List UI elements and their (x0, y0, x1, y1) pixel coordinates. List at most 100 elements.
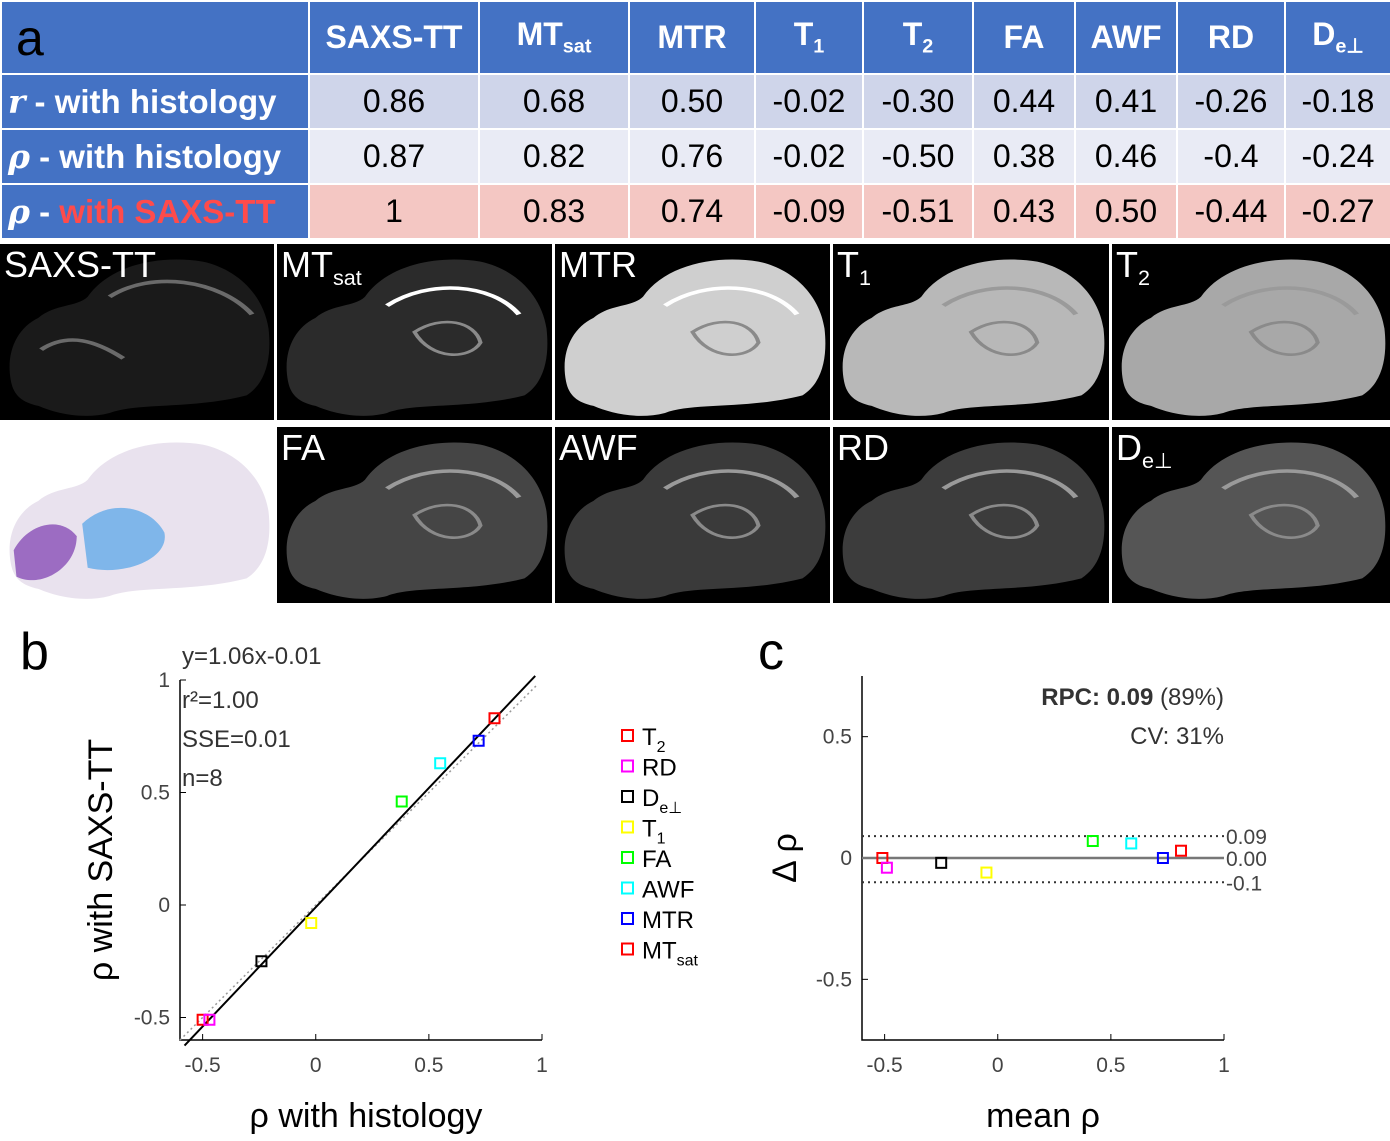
data-point (472, 734, 485, 747)
panel-c-bland-altman-plot: -0.5 0 0.5 1 -0.5 0 0.5 0.090.00-0.1 RPC: 0.09 (… (766, 676, 1267, 1135)
y-tick-label: 0.5 (823, 726, 852, 749)
panel-b-letter: b (20, 623, 49, 681)
column-header: AWF (1074, 0, 1178, 75)
legend-label: MTsat (642, 938, 699, 970)
x-tick-label: 0.5 (414, 1054, 443, 1077)
table-cell: -0.30 (862, 73, 974, 130)
legend-label: MTR (642, 907, 694, 934)
column-header: T2 (862, 0, 974, 75)
data-point (880, 861, 893, 874)
table-cell: -0.09 (754, 183, 864, 240)
row-label: ρ - with histology (0, 128, 310, 185)
table-row: ρ - with histology 0.87 0.82 0.76 -0.02 -0.50… (0, 128, 1390, 185)
legend-swatch (621, 942, 634, 956)
legend-swatch (621, 881, 634, 895)
x-tick-label: -0.5 (867, 1054, 903, 1077)
legend-swatch (621, 851, 634, 864)
fit-line (183, 675, 536, 1047)
column-header: MTR (628, 0, 756, 75)
table-cell: -0.18 (1284, 73, 1390, 130)
table-cell: 0.50 (1074, 183, 1178, 240)
brain-slice-shape (842, 442, 1105, 599)
legend-swatch (621, 912, 634, 925)
table-cell: 0.83 (478, 183, 630, 240)
mtsat-image: MTsat (277, 244, 552, 420)
table-cell: 0.46 (1074, 128, 1178, 185)
table-row: r - with histology 0.86 0.68 0.50 -0.02 -0.30… (0, 73, 1390, 130)
image-label: RD (837, 427, 889, 468)
data-point (1175, 844, 1188, 857)
image-label: MTR (559, 244, 637, 285)
brain-slice-shape (286, 442, 548, 599)
x-tick-label: 1 (536, 1054, 548, 1077)
x-axis-label: mean ρ (986, 1097, 1100, 1135)
table-cell: 0.74 (628, 183, 756, 240)
rd-image: RD (833, 427, 1109, 603)
legend-label: De⊥ (642, 785, 682, 817)
y-tick-label: 0.5 (141, 782, 170, 805)
column-header: RD (1176, 0, 1286, 75)
y-tick-label: 0 (158, 894, 170, 917)
data-point (196, 1013, 209, 1026)
row-label: ρ - with SAXS-TT (0, 183, 310, 240)
legend-swatch (621, 790, 634, 803)
table-cell: -0.27 (1284, 183, 1390, 240)
table-cell: 0.76 (628, 128, 756, 185)
x-tick-label: 0 (992, 1054, 1004, 1077)
table-cell: 1 (308, 183, 480, 240)
awf-image: AWF (555, 427, 830, 603)
image-label: SAXS-TT (4, 244, 157, 285)
column-header: T1 (754, 0, 864, 75)
data-point (980, 866, 993, 879)
cv-annotation: CV: 31% (1130, 723, 1224, 750)
table-cell: -0.50 (862, 128, 974, 185)
panel-a-letter: a (0, 0, 310, 75)
t1-image: T1 (833, 244, 1109, 420)
image-label: AWF (559, 427, 638, 468)
legend-label: T2 (642, 724, 666, 756)
mtr-image: MTR (555, 244, 830, 420)
legend-swatch (621, 729, 634, 742)
brain-slice-shape (842, 259, 1105, 416)
rpc-annotation: RPC: 0.09 (89%) (1041, 684, 1224, 711)
row-label: r - with histology (0, 73, 310, 130)
table-cell: 0.50 (628, 73, 756, 130)
data-point (255, 955, 268, 968)
y-tick-label: -0.5 (816, 968, 852, 991)
legend-label: FA (642, 846, 671, 873)
table-cell: -0.4 (1176, 128, 1286, 185)
brain-slice-shape (1121, 442, 1386, 599)
fit-annotation: y=1.06x-0.01 (182, 643, 321, 670)
data-point (434, 757, 447, 770)
legend-swatch (621, 820, 634, 834)
correlation-table: a SAXS-TT MTsat MTR T1 T2 FA AWF RD De⊥ … (0, 0, 1390, 240)
legend-label: T1 (642, 816, 666, 848)
image-label: T1 (837, 244, 872, 291)
x-tick-label: 0.5 (1096, 1054, 1125, 1077)
table-cell: -0.24 (1284, 128, 1390, 185)
saxs-tt-image: SAXS-TT (0, 244, 274, 420)
brain-slice-shape (1121, 259, 1386, 416)
x-tick-label: 1 (1218, 1054, 1230, 1077)
fit-annotation: n=8 (182, 765, 223, 792)
image-label: T2 (1116, 244, 1151, 291)
table-cell: 0.44 (972, 73, 1076, 130)
column-header: De⊥ (1284, 0, 1390, 75)
y-axis-label: ρ with SAXS-TT (82, 739, 120, 981)
data-point (488, 712, 501, 725)
data-point (935, 856, 948, 869)
table-cell: 0.41 (1074, 73, 1178, 130)
legend-label: RD (642, 755, 677, 782)
x-tick-label: -0.5 (185, 1054, 221, 1077)
table-cell: 0.38 (972, 128, 1076, 185)
table-cell: -0.02 (754, 73, 864, 130)
panel-c-letter: c (758, 623, 784, 681)
limit-label: -0.1 (1226, 872, 1262, 895)
table-cell: 0.68 (478, 73, 630, 130)
table-header-row: a SAXS-TT MTsat MTR T1 T2 FA AWF RD De⊥ (0, 0, 1390, 75)
table-cell: -0.51 (862, 183, 974, 240)
table-cell: 0.82 (478, 128, 630, 185)
image-label: FA (281, 427, 326, 468)
table-cell: 0.86 (308, 73, 480, 130)
table-row: ρ - with SAXS-TT 1 0.83 0.74 -0.09 -0.51 0.43 0… (0, 183, 1390, 240)
